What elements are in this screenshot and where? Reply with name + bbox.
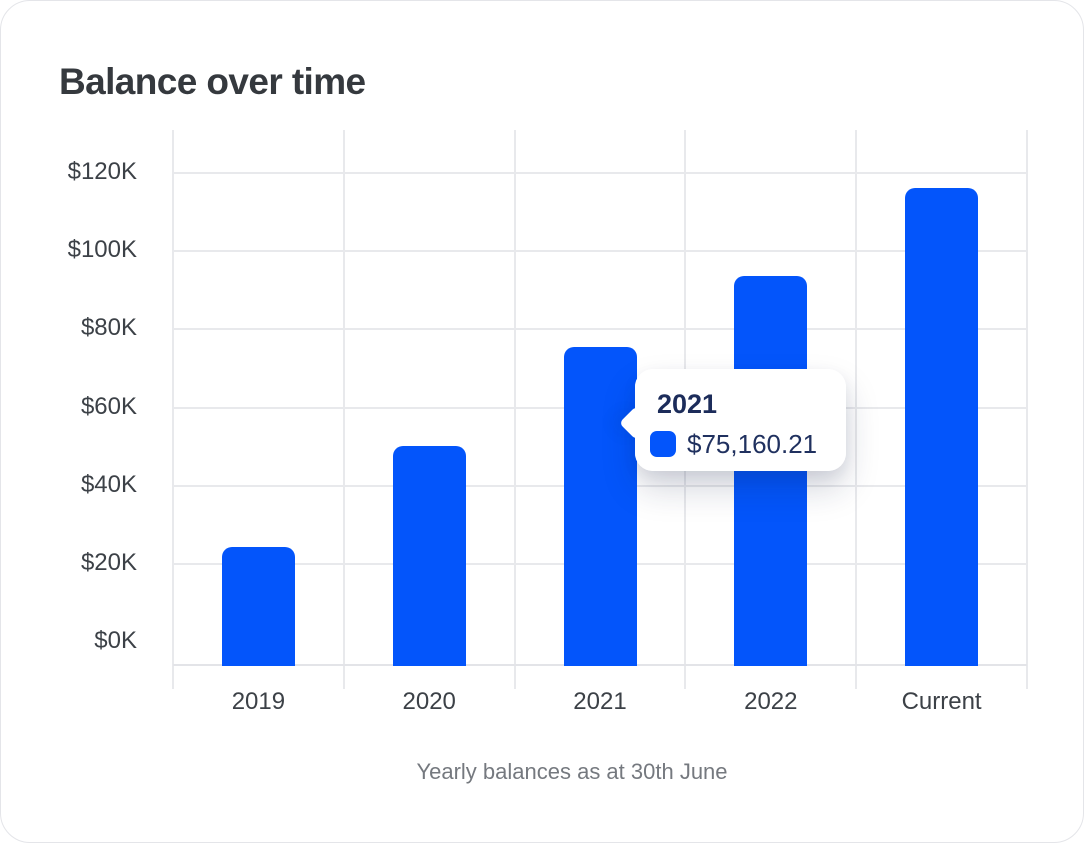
x-axis-tick-2019: 2019 [231,688,286,715]
tooltip-category-label: 2021 [657,389,718,419]
gridline-80k [173,328,1027,331]
x-axis-tick-2022: 2022 [744,688,798,715]
chart-title: Balance over time [59,61,366,102]
bar-2020[interactable] [392,445,466,666]
y-axis-tick-100k: $100K [67,236,137,264]
y-axis-tick-60k: $60K [80,392,137,420]
vertical-gridline [342,130,345,689]
y-axis-tick-80k: $80K [80,314,137,342]
y-axis-tick-20k: $20K [80,548,137,576]
y-axis-tick-120k: $120K [67,158,137,185]
series-swatch-icon [650,431,676,457]
y-axis-tick-0k: $0K [94,627,137,654]
vertical-gridline [1026,130,1028,689]
vertical-gridline [855,130,858,689]
x-axis-tick-2021: 2021 [573,688,627,715]
x-axis-tick-current: Current [901,688,982,715]
bar-2019[interactable] [221,547,295,666]
tooltip-body: 2021 $75,160.21 [635,369,846,471]
gridline-100k [173,250,1027,253]
tooltip-value: $75,160.21 [687,429,818,459]
bar-current[interactable] [905,187,979,666]
gridline-120k [173,172,1027,174]
bar-2021[interactable] [563,347,637,666]
y-axis-tick-40k: $40K [80,470,137,498]
vertical-gridline [172,130,174,689]
x-axis-tick-2020: 2020 [402,688,456,715]
chart-tooltip: 2021 $75,160.21 [619,369,846,471]
chart-caption: Yearly balances as at 30th June [416,759,728,784]
vertical-gridline [513,130,516,689]
